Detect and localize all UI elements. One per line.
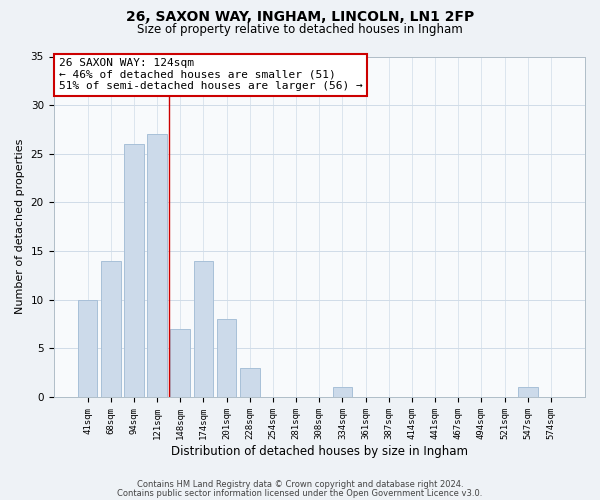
- Bar: [217, 319, 236, 397]
- Bar: [194, 261, 213, 397]
- Text: Contains HM Land Registry data © Crown copyright and database right 2024.: Contains HM Land Registry data © Crown c…: [137, 480, 463, 489]
- Bar: [518, 387, 538, 397]
- Text: Size of property relative to detached houses in Ingham: Size of property relative to detached ho…: [137, 22, 463, 36]
- Text: 26, SAXON WAY, INGHAM, LINCOLN, LN1 2FP: 26, SAXON WAY, INGHAM, LINCOLN, LN1 2FP: [126, 10, 474, 24]
- Bar: [332, 387, 352, 397]
- Bar: [147, 134, 167, 397]
- Bar: [101, 261, 121, 397]
- Bar: [170, 329, 190, 397]
- Bar: [240, 368, 260, 397]
- X-axis label: Distribution of detached houses by size in Ingham: Distribution of detached houses by size …: [171, 444, 468, 458]
- Bar: [124, 144, 144, 397]
- Bar: [77, 300, 97, 397]
- Text: Contains public sector information licensed under the Open Government Licence v3: Contains public sector information licen…: [118, 488, 482, 498]
- Y-axis label: Number of detached properties: Number of detached properties: [15, 139, 25, 314]
- Text: 26 SAXON WAY: 124sqm
← 46% of detached houses are smaller (51)
51% of semi-detac: 26 SAXON WAY: 124sqm ← 46% of detached h…: [59, 58, 362, 92]
